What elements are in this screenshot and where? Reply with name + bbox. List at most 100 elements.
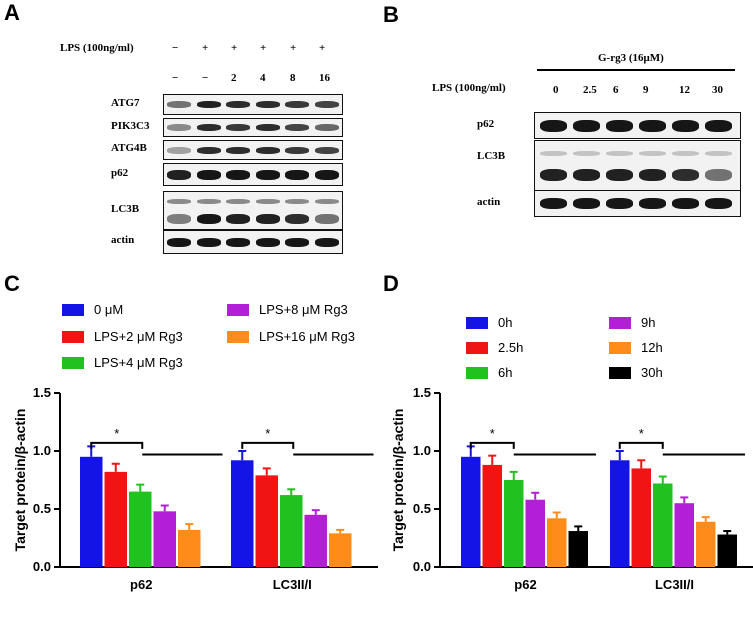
y-tick-label: 0.0: [33, 559, 51, 574]
legend-swatch: [466, 316, 488, 329]
y-tick-label: 1.5: [413, 385, 431, 400]
protein-label: ATG7: [111, 96, 140, 109]
rg3-lane-mark: 2: [231, 72, 237, 84]
band: [167, 146, 191, 154]
rg3-lane-mark: −: [202, 72, 209, 84]
category-label: p62: [130, 577, 152, 592]
band: [285, 199, 309, 204]
band: [226, 169, 250, 180]
bar: [696, 521, 716, 567]
legend-item: 0 μM: [62, 302, 123, 317]
band: [573, 151, 600, 156]
lps-treatment-label-b: LPS (100ng/ml): [432, 82, 506, 94]
bar: [610, 460, 630, 567]
band: [314, 146, 339, 154]
panel-label-d: D: [383, 271, 399, 296]
legend-label: 12h: [641, 340, 663, 355]
bar: [104, 471, 127, 567]
band: [226, 214, 250, 224]
lps-treatment-label: LPS (100ng/ml): [60, 42, 134, 54]
bar: [547, 518, 567, 567]
bar: [255, 475, 278, 567]
band: [314, 237, 339, 247]
band: [672, 151, 699, 156]
band: [226, 146, 250, 154]
band: [314, 169, 339, 180]
band: [606, 198, 633, 209]
protein-label: LC3B: [111, 202, 140, 215]
legend-label: LPS+8 μM Rg3: [259, 302, 348, 317]
blot-strip: [534, 190, 741, 217]
panel-label-b: B: [383, 2, 399, 27]
band: [606, 119, 633, 132]
lps-lane-mark: −: [172, 42, 179, 54]
legend-label: LPS+4 μM Rg3: [94, 355, 183, 370]
lps-lane-mark: +: [202, 42, 209, 54]
time-lane-mark: 30: [712, 84, 723, 96]
protein-label: ATG4B: [111, 142, 147, 154]
protein-label: actin: [477, 195, 501, 208]
legend-swatch: [227, 330, 249, 343]
legend-label: LPS+2 μM Rg3: [94, 329, 183, 344]
legend-label: 0h: [498, 315, 513, 330]
legend-item: LPS+16 μM Rg3: [227, 329, 355, 344]
protein-label: p62: [111, 166, 129, 179]
blot-strip: [163, 140, 343, 160]
bar: [653, 483, 673, 567]
bar: [461, 456, 481, 567]
y-tick-label: 1.0: [33, 443, 51, 458]
legend-swatch: [466, 366, 488, 379]
band: [255, 199, 280, 204]
legend-item: 2.5h: [466, 340, 523, 355]
time-lane-mark: 2.5: [583, 84, 597, 96]
band: [639, 151, 666, 156]
band: [167, 214, 191, 224]
category-label: LC3II/I: [655, 577, 694, 592]
y-tick-label: 1.0: [413, 443, 431, 458]
significance-star: *: [265, 426, 270, 441]
protein-label: PIK3C3: [111, 119, 150, 132]
band: [672, 119, 699, 132]
band: [167, 124, 191, 131]
rg3-lane-mark: −: [172, 72, 179, 84]
legend-item: LPS+2 μM Rg3: [62, 329, 183, 344]
bar: [280, 495, 303, 567]
legend-swatch: [609, 341, 631, 354]
legend-item: 30h: [609, 365, 663, 380]
band: [639, 119, 666, 132]
band: [314, 199, 339, 204]
bar: [231, 460, 254, 567]
legend-swatch: [62, 356, 84, 369]
blot-strip: [163, 191, 343, 230]
significance-bracket: [241, 441, 295, 449]
blot-strip: [163, 94, 343, 115]
bar: [178, 529, 201, 567]
band: [285, 146, 309, 154]
grg3-group-label: G-rg3 (16μM): [598, 52, 664, 64]
group-underline: [537, 69, 735, 71]
band: [314, 214, 339, 224]
band: [606, 169, 633, 181]
band: [167, 199, 191, 204]
legend-label: 6h: [498, 365, 513, 380]
band: [705, 151, 732, 156]
bar: [482, 464, 502, 567]
bar: [568, 531, 588, 567]
legend-item: 12h: [609, 340, 663, 355]
band: [167, 101, 191, 108]
significance-star: *: [639, 426, 644, 441]
y-axis-label: Target protein/β-actin: [390, 409, 406, 552]
rg3-lane-mark: 8: [290, 72, 296, 84]
bar: [80, 456, 103, 567]
blot-strip: [534, 112, 741, 139]
band: [226, 101, 250, 108]
category-label: LC3II/I: [273, 577, 312, 592]
lps-lane-mark: +: [319, 42, 326, 54]
legend-swatch: [227, 303, 249, 316]
bar: [525, 499, 545, 567]
band: [639, 169, 666, 181]
band: [705, 119, 732, 132]
legend-swatch: [62, 303, 84, 316]
band: [606, 151, 633, 156]
y-axis-label: Target protein/β-actin: [12, 409, 28, 552]
